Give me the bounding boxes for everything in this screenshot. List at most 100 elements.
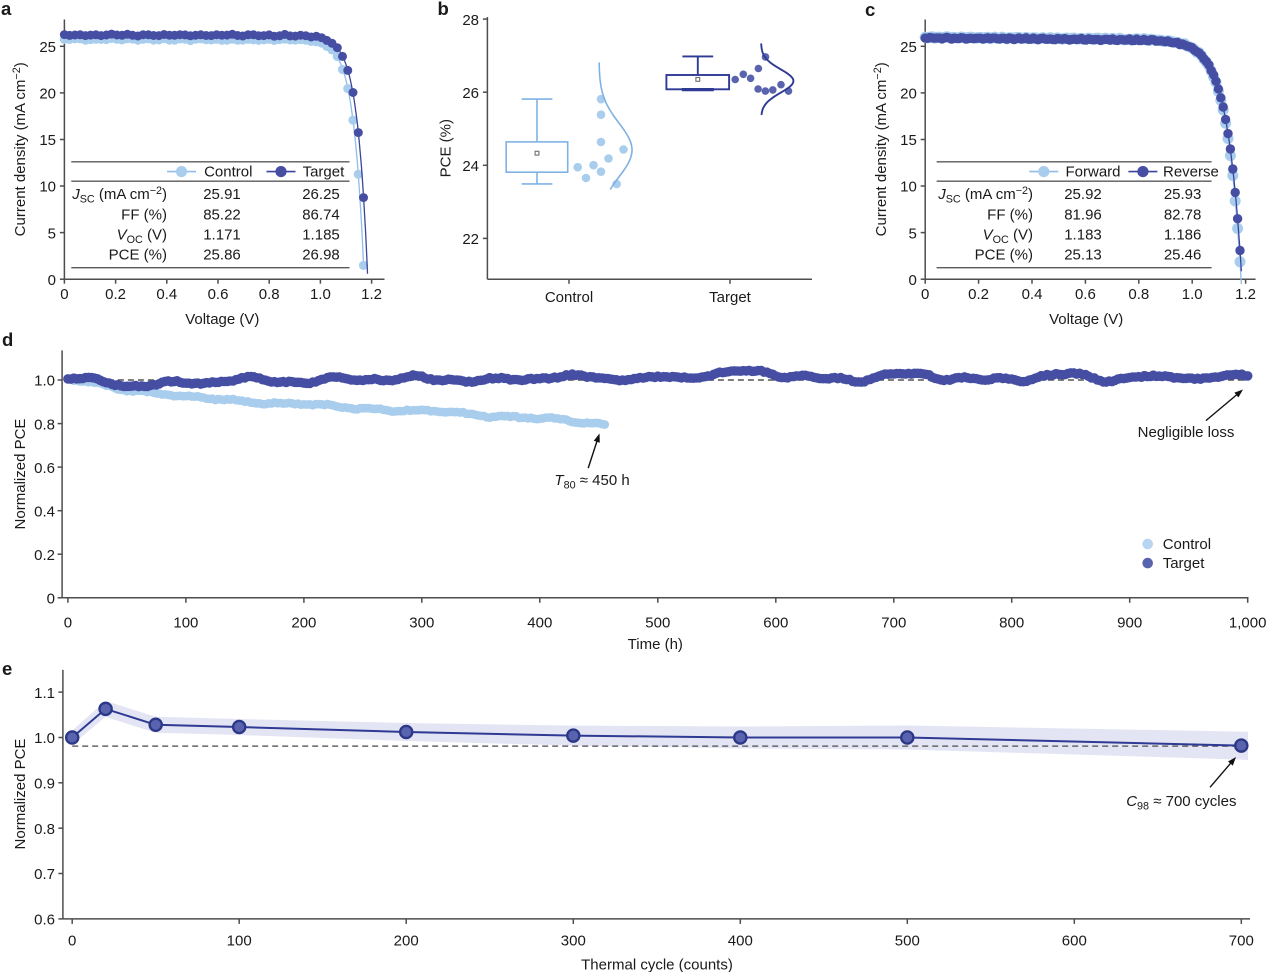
svg-text:Control: Control xyxy=(1163,536,1211,553)
svg-text:28: 28 xyxy=(462,12,479,29)
svg-text:900: 900 xyxy=(1117,615,1142,632)
svg-text:700: 700 xyxy=(881,615,906,632)
svg-text:0: 0 xyxy=(47,591,55,608)
svg-text:100: 100 xyxy=(173,615,198,632)
svg-text:VOC (V): VOC (V) xyxy=(983,227,1033,247)
svg-text:15: 15 xyxy=(39,132,56,149)
svg-text:1.186: 1.186 xyxy=(1164,227,1202,244)
svg-text:Control: Control xyxy=(545,289,593,306)
svg-text:26.25: 26.25 xyxy=(302,186,340,203)
svg-text:300: 300 xyxy=(409,615,434,632)
svg-text:Control: Control xyxy=(204,164,252,181)
svg-text:T80 ≈ 450 h: T80 ≈ 450 h xyxy=(554,472,629,492)
svg-text:24: 24 xyxy=(462,158,479,175)
svg-text:PCE (%): PCE (%) xyxy=(438,119,455,177)
svg-text:1.0: 1.0 xyxy=(34,373,55,390)
svg-text:5: 5 xyxy=(48,225,56,242)
svg-text:82.78: 82.78 xyxy=(1164,207,1202,224)
svg-text:0.6: 0.6 xyxy=(34,912,55,929)
svg-text:0: 0 xyxy=(908,272,916,289)
svg-text:25: 25 xyxy=(900,39,917,56)
svg-text:c: c xyxy=(865,0,875,20)
svg-text:26: 26 xyxy=(462,85,479,102)
svg-text:200: 200 xyxy=(394,933,419,950)
svg-text:0: 0 xyxy=(68,933,76,950)
svg-text:1.1: 1.1 xyxy=(34,685,55,702)
svg-text:85.22: 85.22 xyxy=(203,207,241,224)
svg-text:0.6: 0.6 xyxy=(34,460,55,477)
svg-text:Negligible loss: Negligible loss xyxy=(1138,424,1235,441)
svg-text:1.0: 1.0 xyxy=(1182,286,1203,303)
svg-text:d: d xyxy=(2,329,13,350)
svg-text:0.8: 0.8 xyxy=(259,286,280,303)
svg-text:15: 15 xyxy=(900,132,917,149)
svg-text:1.185: 1.185 xyxy=(302,227,340,244)
svg-text:800: 800 xyxy=(999,615,1024,632)
svg-text:26.98: 26.98 xyxy=(302,247,340,264)
svg-text:1,000: 1,000 xyxy=(1229,615,1267,632)
svg-text:Voltage (V): Voltage (V) xyxy=(1049,311,1123,328)
svg-text:600: 600 xyxy=(1062,933,1087,950)
svg-text:0.6: 0.6 xyxy=(208,286,229,303)
svg-text:FF (%): FF (%) xyxy=(121,207,167,224)
svg-text:Target: Target xyxy=(303,164,346,181)
svg-text:25.91: 25.91 xyxy=(203,186,241,203)
svg-text:25.92: 25.92 xyxy=(1064,186,1102,203)
svg-text:Target: Target xyxy=(709,289,752,306)
svg-text:Thermal cycle (counts): Thermal cycle (counts) xyxy=(581,957,733,972)
svg-text:FF (%): FF (%) xyxy=(987,207,1033,224)
svg-text:0.4: 0.4 xyxy=(1022,286,1043,303)
svg-text:Normalized PCE: Normalized PCE xyxy=(12,419,29,530)
svg-text:100: 100 xyxy=(227,933,252,950)
svg-text:25.13: 25.13 xyxy=(1064,247,1102,264)
svg-text:25.93: 25.93 xyxy=(1164,186,1202,203)
svg-text:81.96: 81.96 xyxy=(1064,207,1102,224)
svg-text:1.2: 1.2 xyxy=(361,286,382,303)
svg-text:0.4: 0.4 xyxy=(34,503,55,520)
svg-text:20: 20 xyxy=(39,86,56,103)
svg-text:86.74: 86.74 xyxy=(302,207,340,224)
svg-text:1.171: 1.171 xyxy=(203,227,241,244)
svg-text:0.6: 0.6 xyxy=(1075,286,1096,303)
svg-text:400: 400 xyxy=(728,933,753,950)
svg-text:25.86: 25.86 xyxy=(203,247,241,264)
svg-text:1.0: 1.0 xyxy=(310,286,331,303)
svg-text:0.2: 0.2 xyxy=(34,547,55,564)
svg-text:25.46: 25.46 xyxy=(1164,247,1202,264)
svg-text:1.0: 1.0 xyxy=(34,730,55,747)
svg-text:Current density (mA cm−2): Current density (mA cm−2) xyxy=(872,62,890,236)
svg-text:20: 20 xyxy=(900,86,917,103)
svg-text:1.2: 1.2 xyxy=(1235,286,1256,303)
svg-text:0: 0 xyxy=(64,615,72,632)
svg-text:Target: Target xyxy=(1163,555,1206,572)
svg-text:Voltage (V): Voltage (V) xyxy=(185,311,259,328)
svg-text:25: 25 xyxy=(39,39,56,56)
svg-text:Normalized PCE: Normalized PCE xyxy=(12,739,29,850)
svg-text:0: 0 xyxy=(48,272,56,289)
svg-text:0.8: 0.8 xyxy=(34,821,55,838)
svg-text:200: 200 xyxy=(291,615,316,632)
svg-text:0.8: 0.8 xyxy=(34,416,55,433)
svg-text:5: 5 xyxy=(908,225,916,242)
svg-text:0.4: 0.4 xyxy=(156,286,177,303)
svg-text:Reverse: Reverse xyxy=(1163,164,1219,181)
svg-text:C98 ≈ 700 cycles: C98 ≈ 700 cycles xyxy=(1126,793,1236,813)
svg-text:0.2: 0.2 xyxy=(105,286,126,303)
svg-text:500: 500 xyxy=(895,933,920,950)
svg-text:0.9: 0.9 xyxy=(34,776,55,793)
svg-text:0.7: 0.7 xyxy=(34,866,55,883)
svg-text:10: 10 xyxy=(900,179,917,196)
svg-text:22: 22 xyxy=(462,231,479,248)
svg-text:0: 0 xyxy=(60,286,68,303)
svg-text:Time (h): Time (h) xyxy=(628,636,683,653)
svg-text:600: 600 xyxy=(763,615,788,632)
svg-text:Forward: Forward xyxy=(1066,164,1121,181)
svg-text:1.183: 1.183 xyxy=(1064,227,1102,244)
svg-text:Current density (mA cm−2): Current density (mA cm−2) xyxy=(11,62,29,236)
svg-text:PCE (%): PCE (%) xyxy=(975,247,1033,264)
svg-text:b: b xyxy=(438,0,449,19)
svg-text:700: 700 xyxy=(1229,933,1254,950)
svg-text:400: 400 xyxy=(527,615,552,632)
svg-text:0.2: 0.2 xyxy=(968,286,989,303)
svg-text:0: 0 xyxy=(921,286,929,303)
